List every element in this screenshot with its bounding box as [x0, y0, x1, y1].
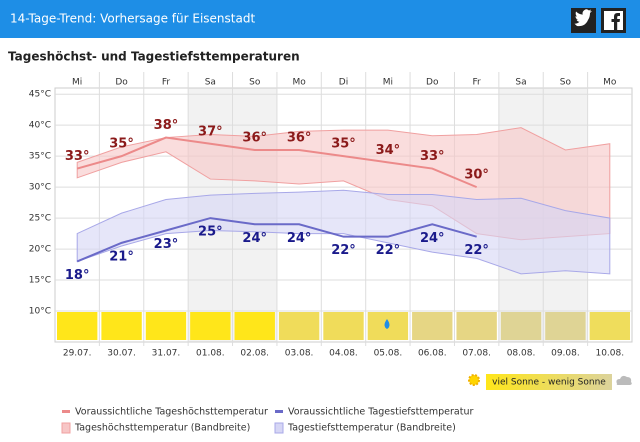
- sun-box: [500, 312, 542, 340]
- value-label: 22°: [464, 243, 489, 258]
- header-bar: [0, 0, 640, 38]
- sun-box: [278, 312, 320, 340]
- y-tick-label: 30°C: [29, 183, 51, 193]
- plot-frame: [54, 87, 633, 343]
- y-tick-label: 40°C: [29, 121, 51, 131]
- series-line: [76, 136, 478, 189]
- date-label: 07.08.: [462, 349, 491, 359]
- weekday-label: Do: [426, 78, 439, 88]
- rain-icon: [384, 319, 390, 329]
- value-label: 22°: [376, 243, 401, 258]
- weekday-label: Do: [115, 78, 128, 88]
- weekday-label: Sa: [205, 78, 216, 88]
- value-label: 24°: [242, 231, 267, 246]
- value-label: 33°: [65, 149, 90, 164]
- date-label: 31.07.: [152, 349, 181, 359]
- cloud-icon: [616, 375, 632, 385]
- twitter-button[interactable]: [571, 8, 596, 33]
- sun-legend-bar: [486, 374, 612, 390]
- weekday-label: Mi: [72, 78, 82, 88]
- legend-swatch: [275, 410, 283, 413]
- date-label: 08.08.: [507, 349, 536, 359]
- sun-box: [323, 312, 364, 340]
- sun-legend-text: viel Sonne - wenig Sonne: [492, 378, 606, 388]
- value-label: 33°: [420, 149, 445, 164]
- sun-box: [57, 312, 98, 340]
- band-area: [76, 189, 611, 275]
- facebook-button[interactable]: [601, 8, 626, 33]
- sun-box: [589, 312, 630, 340]
- y-tick-label: 20°C: [29, 245, 51, 255]
- value-label: 24°: [287, 231, 312, 246]
- sun-box: [190, 312, 231, 340]
- weekday-label: Mi: [383, 78, 393, 88]
- value-label: 23°: [154, 237, 179, 252]
- date-label: 09.08.: [551, 349, 580, 359]
- sun-box: [234, 312, 275, 340]
- sun-box: [545, 312, 586, 340]
- value-label: 24°: [420, 231, 445, 246]
- value-label: 25°: [198, 225, 223, 240]
- value-label: 18°: [65, 268, 90, 283]
- weekday-label: So: [560, 78, 572, 88]
- y-tick-label: 10°C: [29, 307, 51, 317]
- value-label: 36°: [242, 130, 267, 145]
- chart-title: Tageshöchst- und Tagestiefsttemperaturen: [8, 50, 300, 64]
- date-label: 03.08.: [285, 349, 314, 359]
- series-line: [76, 217, 477, 263]
- sun-box: [101, 312, 142, 340]
- value-label: 34°: [376, 143, 401, 158]
- date-label: 05.08.: [374, 349, 403, 359]
- weekday-label: Sa: [515, 78, 526, 88]
- value-label: 36°: [287, 130, 312, 145]
- date-label: 10.08.: [595, 349, 624, 359]
- value-label: 37°: [198, 124, 223, 139]
- weekday-label: So: [249, 78, 261, 88]
- date-label: 30.07.: [107, 349, 136, 359]
- date-label: 06.08.: [418, 349, 447, 359]
- weekday-label: Mo: [292, 78, 306, 88]
- legend-label: Voraussichtliche Tageshöchsttemperatur: [75, 407, 268, 418]
- weekday-label: Fr: [162, 78, 171, 88]
- value-label: 22°: [331, 243, 356, 258]
- value-label: 35°: [331, 137, 356, 152]
- value-label: 21°: [109, 249, 134, 264]
- weekday-label: Fr: [473, 78, 482, 88]
- sun-icon: [468, 374, 480, 386]
- legend-label: Tagestiefsttemperatur (Bandbreite): [287, 423, 456, 434]
- date-label: 01.08.: [196, 349, 225, 359]
- header-title: 14-Tage-Trend: Vorhersage für Eisenstadt: [10, 12, 255, 26]
- sun-box: [145, 312, 187, 340]
- legend-swatch: [274, 422, 284, 434]
- weekday-label: Di: [339, 78, 348, 88]
- y-tick-label: 25°C: [29, 214, 51, 224]
- weekday-label: Mo: [603, 78, 617, 88]
- date-label: 04.08.: [329, 349, 358, 359]
- sun-box: [412, 312, 453, 340]
- value-label: 35°: [109, 137, 134, 152]
- y-tick-label: 35°C: [29, 152, 51, 162]
- plot: 10°C 15°C 20°C 25°C 30°C 35°C 40°C 45°C Mi 29.07.…: [29, 72, 633, 359]
- legend-swatch: [61, 422, 71, 434]
- date-label: 29.07.: [63, 349, 92, 359]
- value-label: 38°: [154, 118, 179, 133]
- y-tick-label: 15°C: [29, 276, 51, 286]
- sun-box: [456, 312, 497, 340]
- legend-label: Voraussichtliche Tagestiefsttemperatur: [288, 407, 473, 418]
- y-tick-label: 45°C: [29, 90, 51, 100]
- value-label: 30°: [464, 168, 489, 183]
- date-label: 02.08.: [240, 349, 269, 359]
- legend-swatch: [62, 410, 70, 413]
- legend-label: Tageshöchsttemperatur (Bandbreite): [74, 423, 250, 434]
